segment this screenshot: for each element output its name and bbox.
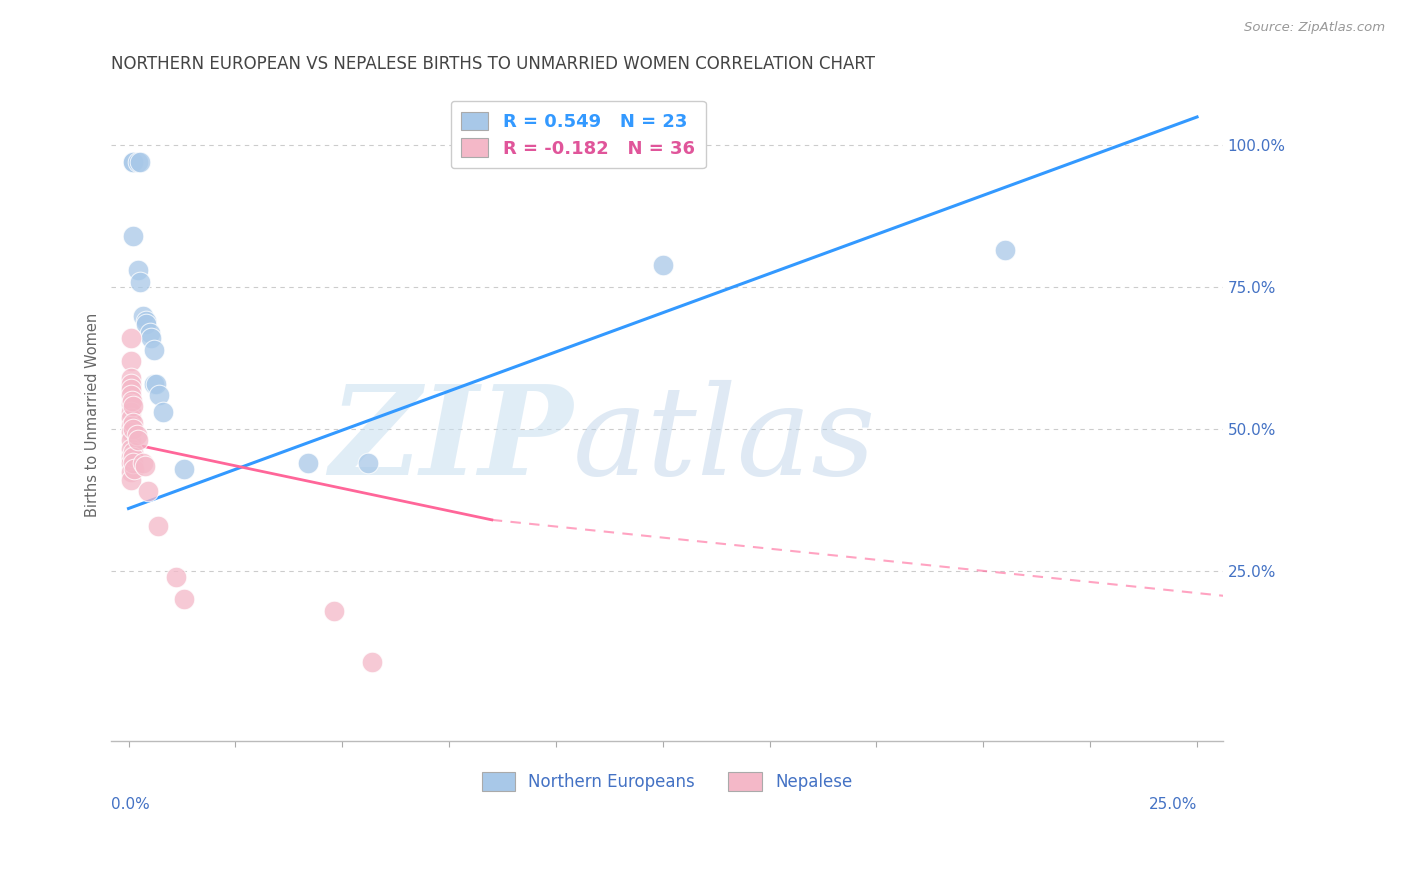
Point — [132, 309, 155, 323]
Point — [134, 458, 156, 473]
Point — [121, 450, 143, 465]
Point — [121, 422, 143, 436]
Point — [120, 425, 142, 439]
Point — [121, 393, 143, 408]
Point — [127, 434, 149, 448]
Point — [120, 419, 142, 434]
Point — [120, 371, 142, 385]
Text: NORTHERN EUROPEAN VS NEPALESE BIRTHS TO UNMARRIED WOMEN CORRELATION CHART: NORTHERN EUROPEAN VS NEPALESE BIRTHS TO … — [111, 55, 876, 73]
Point — [120, 382, 142, 396]
Point — [136, 484, 159, 499]
Point — [357, 456, 380, 470]
Point — [120, 465, 142, 479]
Point — [120, 456, 142, 470]
Point — [148, 518, 170, 533]
Point — [143, 343, 166, 357]
Point — [148, 388, 170, 402]
Point — [145, 376, 167, 391]
Text: atlas: atlas — [572, 380, 876, 502]
Point — [121, 456, 143, 470]
Point — [129, 275, 152, 289]
Point — [120, 396, 142, 410]
Point — [129, 155, 152, 169]
Point — [120, 473, 142, 487]
Point — [120, 354, 142, 368]
Point — [651, 258, 673, 272]
Point — [994, 244, 1017, 258]
Point — [127, 155, 149, 169]
Legend: Northern Europeans, Nepalese: Northern Europeans, Nepalese — [475, 765, 859, 798]
Point — [120, 450, 142, 465]
Point — [139, 331, 162, 345]
Point — [120, 376, 142, 391]
Point — [121, 400, 143, 414]
Point — [165, 569, 187, 583]
Text: 0.0%: 0.0% — [111, 797, 150, 812]
Point — [120, 442, 142, 456]
Point — [121, 229, 143, 244]
Point — [121, 155, 143, 169]
Point — [125, 427, 148, 442]
Point — [135, 317, 157, 331]
Point — [122, 462, 145, 476]
Text: Source: ZipAtlas.com: Source: ZipAtlas.com — [1244, 21, 1385, 34]
Point — [120, 434, 142, 448]
Point — [322, 604, 344, 618]
Point — [120, 388, 142, 402]
Point — [121, 417, 143, 431]
Text: ZIP: ZIP — [329, 380, 572, 501]
Point — [173, 462, 195, 476]
Point — [143, 376, 166, 391]
Text: 25.0%: 25.0% — [1149, 797, 1197, 812]
Point — [361, 655, 384, 669]
Point — [120, 331, 142, 345]
Point — [121, 444, 143, 458]
Point — [139, 326, 162, 340]
Point — [135, 314, 157, 328]
Point — [132, 456, 155, 470]
Y-axis label: Births to Unmarried Women: Births to Unmarried Women — [86, 313, 100, 517]
Point — [127, 263, 149, 277]
Point — [173, 592, 195, 607]
Point — [120, 410, 142, 425]
Point — [120, 405, 142, 419]
Point — [152, 405, 174, 419]
Point — [297, 456, 319, 470]
Point — [121, 155, 143, 169]
